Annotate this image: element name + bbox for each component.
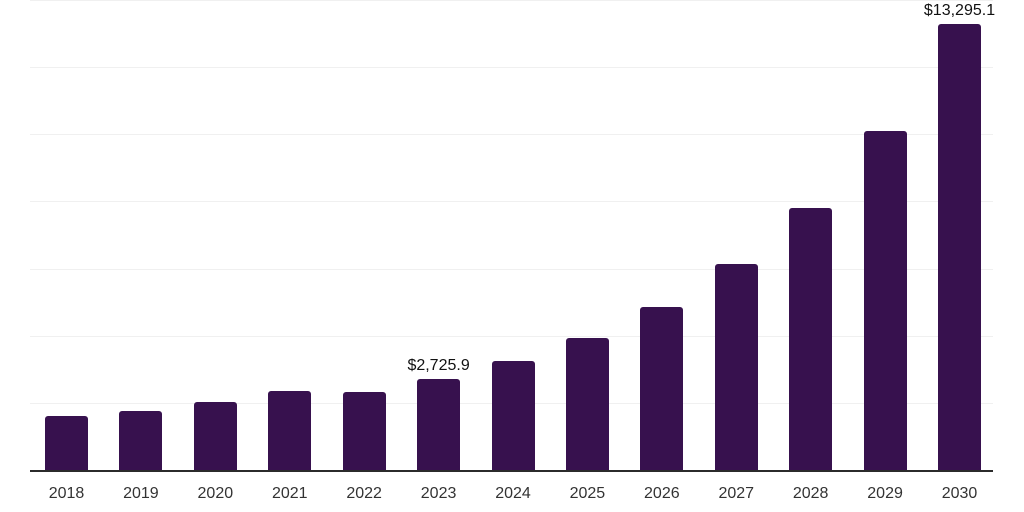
gridline (30, 67, 993, 69)
bar-2028 (789, 208, 833, 470)
bar-2018 (45, 415, 88, 470)
x-axis: 2018 2019 2020 2021 2022 2023 2024 2025 2026 2027… (30, 485, 993, 507)
x-axis-label-2018: 2018 (48, 485, 85, 502)
x-axis-label-2024: 2024 (495, 485, 531, 502)
x-axis-label-2030: 2030 (941, 485, 978, 502)
gridline (30, 134, 993, 136)
bar-2024 (491, 361, 535, 470)
bar-2029 (863, 130, 907, 470)
bar-2019 (119, 410, 163, 470)
gridline (30, 0, 993, 1)
x-axis-label-2028: 2028 (792, 485, 829, 502)
x-axis-label-2020: 2020 (197, 485, 234, 502)
bar-2021 (268, 390, 312, 470)
bar-2030 (938, 23, 981, 470)
bar-2025 (565, 337, 609, 470)
x-axis-label-2023: 2023 (420, 485, 457, 502)
x-axis-label-2025: 2025 (569, 485, 606, 502)
x-axis-label-2022: 2022 (346, 485, 382, 502)
bar-value-label-2023: $2,725.9 (407, 356, 470, 374)
bar-2020 (193, 401, 237, 470)
gridline (30, 268, 993, 270)
x-axis-label-2026: 2026 (644, 485, 680, 502)
bar-2023 (417, 378, 461, 470)
gridline (30, 335, 993, 337)
x-axis-label-2027: 2027 (718, 485, 755, 502)
x-axis-label-2029: 2029 (867, 485, 903, 502)
x-axis-label-2019: 2019 (123, 485, 159, 502)
bar-value-label-2030: $13,295.1 (923, 1, 996, 19)
bar-2027 (714, 263, 758, 470)
gridline (30, 201, 993, 203)
plot-area: $2,725.9 $13,295.1 (30, 0, 996, 472)
bar-2022 (342, 391, 386, 470)
x-axis-label-2021: 2021 (271, 485, 308, 502)
bar-2026 (640, 306, 684, 470)
